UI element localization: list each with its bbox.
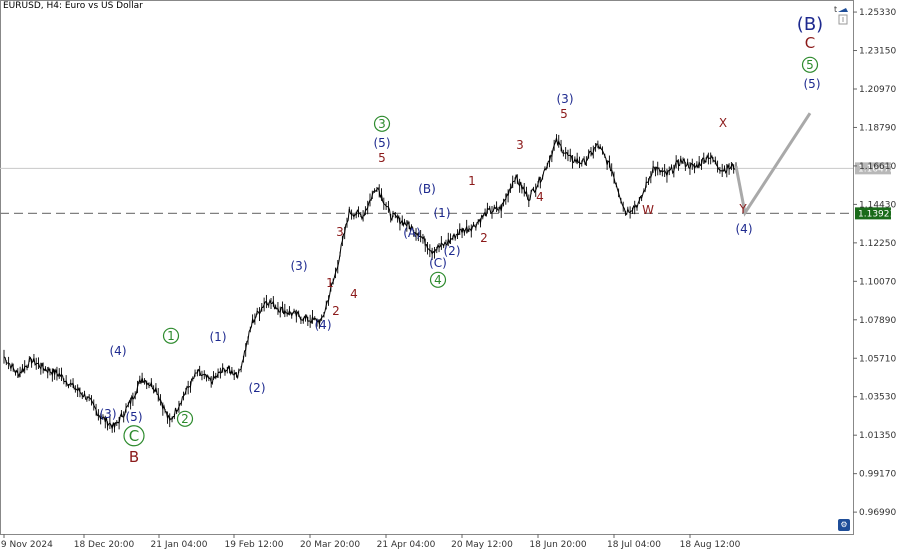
x-axis: 19 Nov 2024 18 Dec 20:00 21 Jan 04:00 19 Fe… [0,534,741,550]
settings-icon[interactable]: ⚙ [838,519,850,531]
y-tick-label: 1.25330 [859,8,896,18]
x-tick-label: 18 Aug 12:00 [680,540,741,550]
wave-label: C [805,34,815,52]
wave-label: (C) [429,256,447,270]
wave-label: 2 [181,412,189,426]
wave-label: 3 [516,138,524,152]
y-tick-label: 0.96990 [859,508,896,518]
wave-label: 1 [167,329,175,343]
wave-label: (3) [100,407,117,421]
y-tick-label: 1.07890 [859,316,896,326]
x-tick-label: 18 Jun 20:00 [529,540,586,550]
wave-label: C [129,427,139,445]
price-series [3,134,737,433]
broadcast-icon[interactable]: t [834,3,850,25]
wave-label: 5 [378,151,386,165]
wave-label: 1 [326,276,334,290]
y-tick-label: 1.01350 [859,431,896,441]
price-badge [855,207,891,220]
wave-label: (5) [126,410,143,424]
wave-label: (B) [797,14,823,35]
wave-label: 2 [332,304,340,318]
y-tick-label: 1.03530 [859,393,896,403]
wave-labels: (B)C5(5)XY(4)W(3)534123(5)5(B)(A)(1)(C)(… [100,14,824,466]
wave-label: W [642,203,654,217]
wave-label: (B) [418,182,436,196]
wave-label: (1) [434,206,451,220]
x-tick-label: 19 Nov 2024 [0,540,53,550]
y-axis: 1.25330 1.23150 1.20970 1.18790 1.16610 1.144… [853,8,896,518]
x-tick-label: 20 May 12:00 [451,540,513,550]
wave-label: (2) [444,244,461,258]
wave-label-circle [429,271,447,288]
projection-path [734,112,812,217]
y-tick-label: 1.12250 [859,239,896,249]
wave-label-circle [176,410,194,427]
wave-label: 3 [378,117,386,131]
wave-label: (4) [736,222,753,236]
price-badge-label: 1.16472 [858,164,895,174]
wave-label-circle [162,327,180,344]
wave-label: (1) [210,330,227,344]
wave-label: (4) [110,344,127,358]
wave-label: (3) [291,259,308,273]
y-tick-label: 1.10070 [859,277,896,287]
wave-label: 4 [350,287,358,301]
wave-label: 1 [468,174,476,188]
projection-line [734,112,812,217]
x-tick-label: 21 Jan 04:00 [151,540,208,550]
wave-label: (3) [557,92,574,106]
y-tick-label: 1.05710 [859,354,896,364]
x-tick-label: 19 Feb 12:00 [224,540,283,550]
y-tick-label: 1.16610 [859,162,896,172]
corner-letter: t [834,5,837,14]
wave-label-circle [123,425,145,447]
y-tick-label: 1.20970 [859,85,896,95]
wave-label: B [129,448,139,466]
y-tick-label: 0.99170 [859,470,896,480]
reference-lines: 1.16472 1.13921 [0,162,895,220]
wave-label: (5) [374,136,391,150]
wave-label: 4 [434,273,442,287]
wave-label: 5 [560,107,568,121]
y-tick-label: 1.14430 [859,200,896,210]
price-badge [855,162,891,175]
x-tick-label: 18 Jul 04:00 [607,540,661,550]
wave-label: 4 [536,190,544,204]
wave-label-circle [801,56,819,73]
wave-label-circle [373,115,391,132]
price-badge-label: 1.13921 [858,209,895,219]
y-tick-label: 1.18790 [859,123,896,133]
wave-label: Y [738,202,747,216]
wave-label: (2) [249,381,266,395]
x-tick-label: 20 Mar 20:00 [300,540,360,550]
wave-label: 2 [480,231,488,245]
wave-label: (4) [315,318,332,332]
wave-label: 5 [806,58,814,72]
x-tick-label: 18 Dec 20:00 [74,540,135,550]
wave-label: X [719,116,727,130]
wave-label: 3 [336,225,344,239]
x-tick-label: 21 Apr 04:00 [377,540,436,550]
chart-border [0,0,854,535]
y-tick-label: 1.23150 [859,47,896,57]
wave-label: (5) [804,77,821,91]
symbol-title: EURUSD, H4: Euro vs US Dollar [3,1,143,11]
price-line [3,137,737,429]
wave-label: (A) [403,226,421,240]
